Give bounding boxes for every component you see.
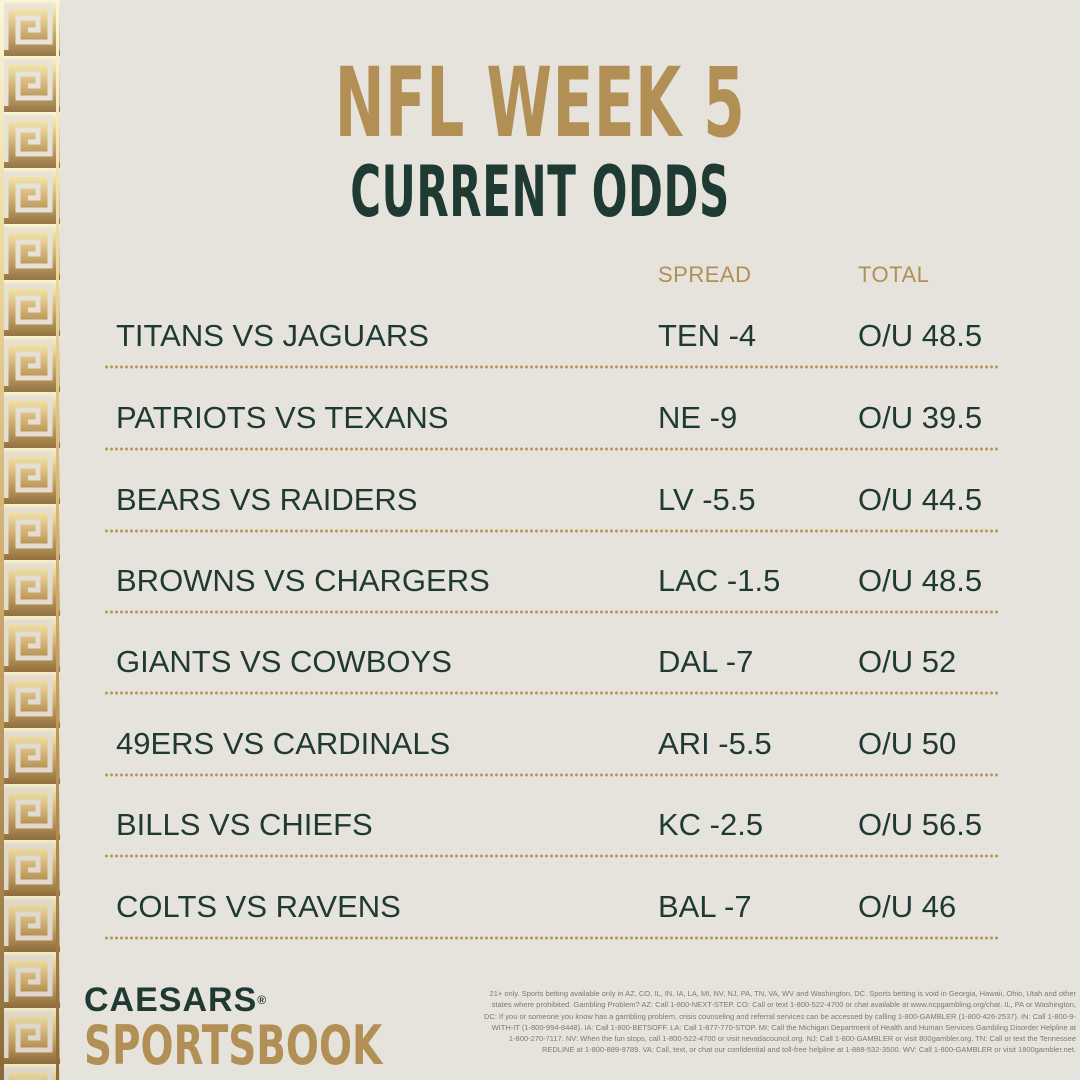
spread-value: TEN -4: [658, 318, 757, 353]
total-value: O/U 48.5: [858, 318, 983, 353]
greek-key-border: [0, 0, 68, 1080]
row-divider: [104, 610, 1000, 614]
total-value: O/U 56.5: [858, 807, 983, 842]
table-row: TITANS VS JAGUARS TEN -4 O/U 48.5: [0, 300, 1080, 382]
spread-value: BAL -7: [658, 889, 752, 924]
row-divider: [104, 691, 1000, 695]
row-divider: [104, 936, 1000, 940]
spread-value: DAL -7: [658, 644, 754, 679]
total-value: O/U 50: [858, 726, 957, 761]
spread-value: ARI -5.5: [658, 726, 772, 761]
matchup-label: TITANS VS JAGUARS: [116, 318, 429, 353]
spread-value: LV -5.5: [658, 482, 756, 517]
matchup-label: GIANTS VS COWBOYS: [116, 644, 452, 679]
total-value: O/U 52: [858, 644, 957, 679]
matchup-label: BEARS VS RAIDERS: [116, 482, 418, 517]
total-value: O/U 46: [858, 889, 957, 924]
logo-caesars-text: CAESARS: [84, 981, 258, 1019]
row-divider: [104, 854, 1000, 858]
table-row: BILLS VS CHIEFS KC -2.5 O/U 56.5: [0, 789, 1080, 871]
total-value: O/U 44.5: [858, 482, 983, 517]
spread-value: NE -9: [658, 400, 738, 435]
table-row: GIANTS VS COWBOYS DAL -7 O/U 52: [0, 626, 1080, 708]
matchup-label: BILLS VS CHIEFS: [116, 807, 373, 842]
total-value: O/U 39.5: [858, 400, 983, 435]
column-header-total: TOTAL: [858, 262, 930, 287]
table-row: BROWNS VS CHARGERS LAC -1.5 O/U 48.5: [0, 545, 1080, 627]
row-divider: [104, 447, 1000, 451]
matchup-label: PATRIOTS VS TEXANS: [116, 400, 449, 435]
spread-value: LAC -1.5: [658, 563, 781, 598]
spread-value: KC -2.5: [658, 807, 764, 842]
row-divider: [104, 365, 1000, 369]
matchup-label: COLTS VS RAVENS: [116, 889, 401, 924]
table-row: BEARS VS RAIDERS LV -5.5 O/U 44.5: [0, 464, 1080, 546]
matchup-label: BROWNS VS CHARGERS: [116, 563, 490, 598]
table-row: COLTS VS RAVENS BAL -7 O/U 46: [0, 871, 1080, 953]
total-value: O/U 48.5: [858, 563, 983, 598]
title-week: NFL WEEK 5: [334, 47, 746, 159]
table-row: PATRIOTS VS TEXANS NE -9 O/U 39.5: [0, 382, 1080, 464]
row-divider: [104, 529, 1000, 533]
row-divider: [104, 773, 1000, 777]
registered-mark: ®: [257, 993, 268, 1007]
column-header-spread: SPREAD: [658, 262, 752, 287]
logo-caesars: CAESARS®: [84, 982, 498, 1018]
matchup-label: 49ERS VS CARDINALS: [116, 726, 451, 761]
table-row: 49ERS VS CARDINALS ARI -5.5 O/U 50: [0, 708, 1080, 790]
title-current-odds: CURRENT ODDS: [350, 151, 730, 233]
legal-disclaimer: 21+ only. Sports betting available only …: [484, 989, 1076, 1055]
caesars-sportsbook-logo: CAESARS® SPORTSBOOK: [84, 982, 498, 1074]
logo-sportsbook: SPORTSBOOK: [84, 1014, 383, 1077]
